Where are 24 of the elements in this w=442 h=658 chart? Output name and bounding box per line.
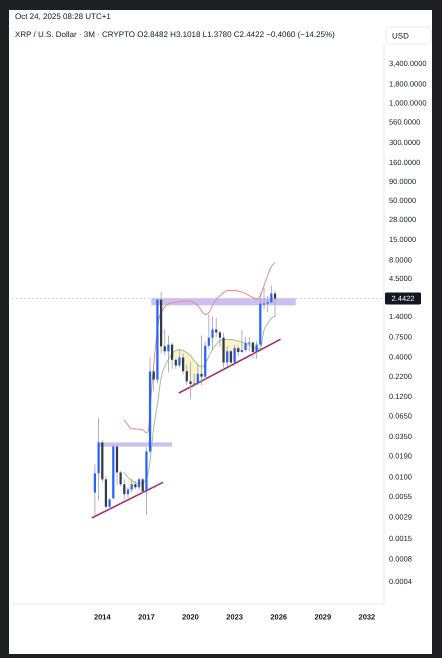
candlestick — [233, 344, 236, 363]
text: Oct 24, 2025 08:28 UTC+1 — [15, 12, 112, 21]
candlestick — [255, 340, 258, 360]
candlestick — [237, 346, 240, 357]
candlestick — [186, 364, 188, 386]
line-series — [124, 262, 276, 434]
candlestick — [270, 284, 272, 304]
y-axis-title: USD — [392, 32, 410, 40]
chart-title: XRP / U.S. Dollar · 3M · CRYPTO O2.8482 H3.1018 L1.3780 C2.4422 −0.4060 (−14.25%) — [15, 30, 336, 39]
candlestick — [174, 358, 177, 370]
candlestick — [248, 336, 250, 352]
candlestick — [130, 478, 133, 493]
candlestick — [193, 373, 196, 388]
candlestick — [215, 317, 218, 338]
candlestick — [142, 477, 144, 494]
candlestick — [196, 363, 199, 386]
candlestick — [170, 342, 174, 370]
candlestick — [152, 367, 155, 392]
candlestick — [164, 328, 166, 356]
candlestick — [226, 346, 228, 367]
candlestick — [208, 314, 210, 350]
candlestick — [266, 295, 269, 312]
candlestick — [123, 478, 126, 500]
candlestick — [167, 335, 170, 373]
